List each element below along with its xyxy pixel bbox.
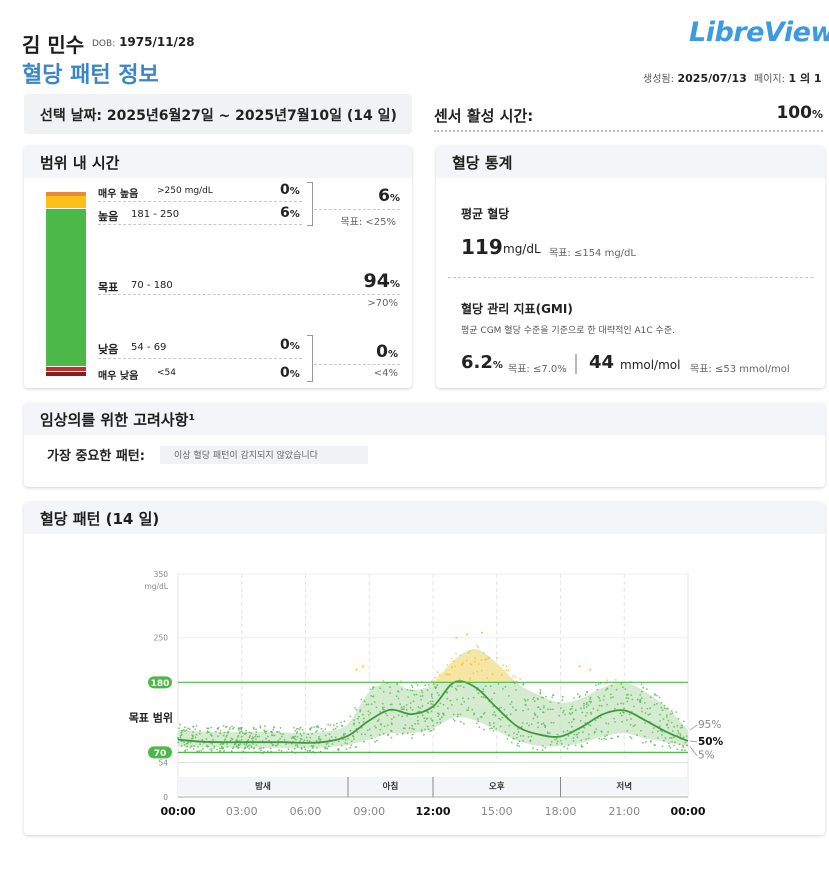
gmi-percent: 6.2% xyxy=(461,352,503,373)
date-range-box: 선택 날짜: 2025년6월27일 ~ 2025년7월10일 (14 일) xyxy=(24,94,412,134)
above-bracket-line xyxy=(314,209,400,210)
tir-title: 범위 내 시간 xyxy=(40,154,120,172)
row-very-high-line xyxy=(98,201,302,202)
sensor-value: 100 xyxy=(776,103,812,123)
row-low-label: 낮음 xyxy=(98,343,119,356)
above-pct: 6% xyxy=(378,186,400,206)
tir-header: 범위 내 시간 xyxy=(24,146,412,178)
report-title: 혈당 패턴 정보 xyxy=(22,63,159,88)
row-low-range: 54 - 69 xyxy=(131,342,167,353)
glucose-pattern-card: 혈당 패턴 (14 일) xyxy=(24,502,825,835)
row-high-value: 6 xyxy=(280,205,290,221)
stats-title: 혈당 통계 xyxy=(452,154,513,172)
sensor-active-value: 100% xyxy=(776,103,823,123)
below-goal: <4% xyxy=(373,368,398,379)
page-number: 페이지: 1 의 1 xyxy=(754,70,822,86)
stats-header: 혈당 통계 xyxy=(436,146,825,178)
row-high-label: 높음 xyxy=(98,210,119,223)
generated-value: 2025/07/13 xyxy=(677,72,747,85)
stats-divider xyxy=(448,277,813,278)
avg-glucose-label: 평균 혈당 xyxy=(461,207,510,221)
pct-sign: % xyxy=(289,209,300,220)
pattern-header: 혈당 패턴 (14 일) xyxy=(24,502,825,534)
row-very-low-pct: 0% xyxy=(280,365,300,381)
avg-glucose-goal: 목표: ≤154 mg/dL xyxy=(549,248,636,259)
pattern-value: 이상 혈당 패턴이 감지되지 않았습니다 xyxy=(160,446,368,464)
gmi-label: 혈당 관리 지표(GMI) xyxy=(461,302,573,316)
pct-sign: % xyxy=(289,369,300,380)
row-very-low-value: 0 xyxy=(280,365,290,381)
row-very-high-range: >250 mg/dL xyxy=(157,186,213,196)
tir-bar-very-low xyxy=(46,372,86,376)
tir-bar-target xyxy=(46,209,86,366)
generated-label: 생성됨: xyxy=(643,74,674,85)
below-bracket xyxy=(307,335,313,382)
above-goal: 목표: <25% xyxy=(340,217,396,228)
pct-sign: % xyxy=(389,279,400,290)
gmi-mmol-value: 44 xyxy=(589,352,615,373)
gmi-mmol-goal: 목표: ≤53 mmol/mol xyxy=(690,364,790,375)
row-high-pct: 6% xyxy=(280,205,300,221)
glucose-stats-card: 혈당 통계 평균 혈당 119 mg/dL 목표: ≤154 mg/dL 혈당 … xyxy=(436,146,825,388)
clinical-header: 임상의를 위한 고려사항¹ xyxy=(24,403,825,435)
pct-sign: % xyxy=(389,193,400,204)
tir-bar-high xyxy=(46,196,86,208)
row-target-line xyxy=(98,294,400,295)
gmi-percent-goal: 목표: ≤7.0% xyxy=(508,364,567,375)
row-low-pct: 0% xyxy=(280,337,300,353)
row-very-high-pct: 0% xyxy=(280,182,300,198)
page-value: 1 의 1 xyxy=(788,72,822,85)
pattern-label: 가장 중요한 패턴: xyxy=(47,449,145,464)
gmi-percent-value: 6.2 xyxy=(461,352,493,373)
sensor-divider xyxy=(434,130,823,132)
below-pct: 0% xyxy=(376,342,398,362)
page-label: 페이지: xyxy=(754,74,785,85)
pct-sign: % xyxy=(289,186,300,197)
above-bracket xyxy=(307,182,313,226)
gmi-percent-sign: % xyxy=(492,360,503,371)
avg-glucose-value: 119 xyxy=(461,235,503,259)
row-target-value: 94 xyxy=(363,270,390,292)
time-in-range-card: 범위 내 시간 매우 높음 >250 mg/dL 0% 높음 181 - 250… xyxy=(24,146,412,388)
dob-value: 1975/11/28 xyxy=(119,35,195,49)
row-very-high-value: 0 xyxy=(280,182,290,198)
row-low-value: 0 xyxy=(280,337,290,353)
tir-bar-very-high xyxy=(46,192,86,196)
dob-label: DOB: xyxy=(92,39,116,49)
row-low-line xyxy=(98,358,302,359)
date-range-label: 선택 날짜: 2025년6월27일 ~ 2025년7월10일 (14 일) xyxy=(40,108,397,124)
target-goal: >70% xyxy=(367,298,398,309)
below-value: 0 xyxy=(376,342,388,362)
row-target-range: 70 - 180 xyxy=(131,280,173,291)
patient-name: 김 민수 xyxy=(22,33,85,57)
row-target-pct: 94% xyxy=(364,270,400,292)
row-very-low-range: <54 xyxy=(157,368,176,378)
gmi-separator xyxy=(575,354,577,374)
row-target-label: 목표 xyxy=(98,281,119,294)
clinical-considerations-card: 임상의를 위한 고려사항¹ 가장 중요한 패턴: 이상 혈당 패턴이 감지되지 … xyxy=(24,403,825,487)
sensor-active-label: 센서 활성 시간: xyxy=(434,107,534,125)
tir-bar-low xyxy=(46,367,86,371)
avg-glucose-unit: mg/dL xyxy=(503,242,541,256)
sensor-unit: % xyxy=(811,108,823,121)
above-value: 6 xyxy=(378,186,390,206)
below-bracket-line xyxy=(314,364,400,365)
pattern-title: 혈당 패턴 (14 일) xyxy=(40,510,160,528)
tir-bar xyxy=(46,192,86,378)
row-very-low-label: 매우 낮음 xyxy=(98,371,139,382)
gmi-description: 평균 CGM 혈당 수준을 기준으로 한 대략적인 A1C 수준. xyxy=(461,326,675,336)
pct-sign: % xyxy=(289,341,300,352)
row-high-range: 181 - 250 xyxy=(131,209,180,220)
gmi-mmol-unit: mmol/mol xyxy=(620,358,681,372)
row-high-line xyxy=(98,224,302,225)
clinical-title: 임상의를 위한 고려사항¹ xyxy=(40,411,196,429)
generated-date: 생성됨: 2025/07/13 xyxy=(643,70,747,85)
pct-sign: % xyxy=(387,349,398,360)
libreview-logo: LibreView xyxy=(689,17,829,48)
dob: DOB: 1975/11/28 xyxy=(92,35,195,49)
row-very-high-label: 매우 높음 xyxy=(98,189,139,200)
